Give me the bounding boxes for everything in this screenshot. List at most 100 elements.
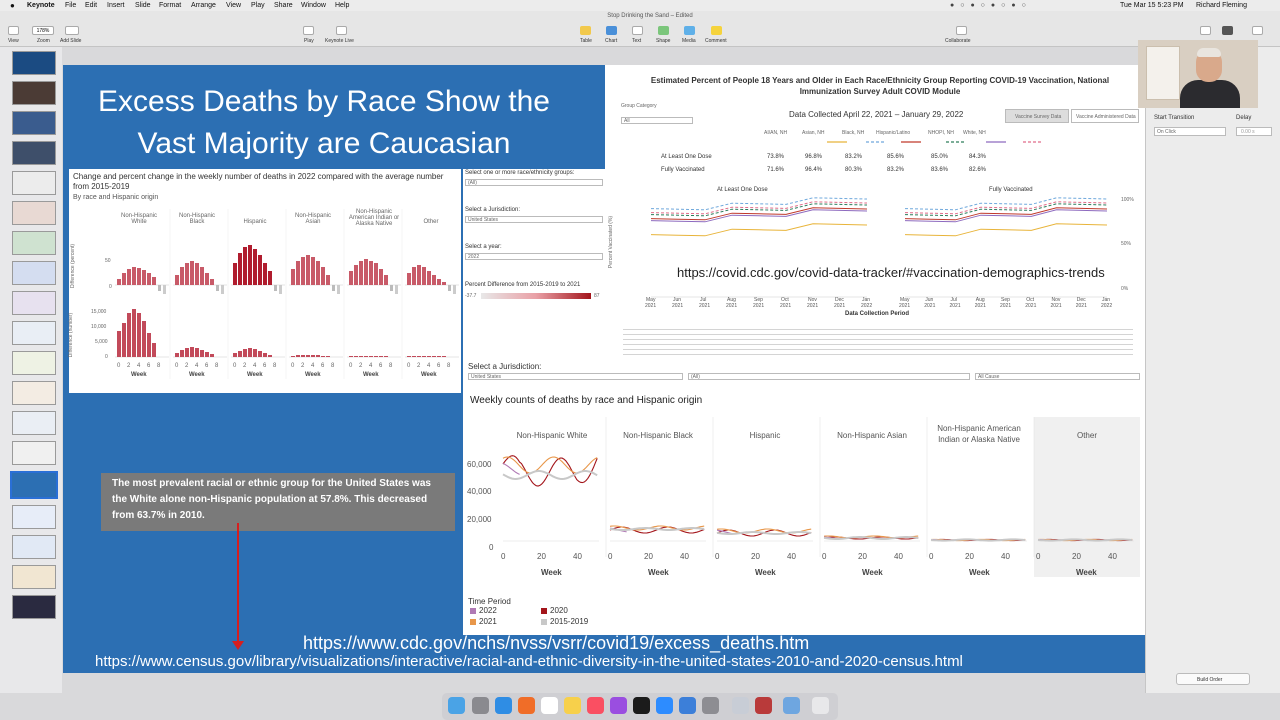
music-icon[interactable] [587, 697, 604, 714]
slide-thumbnail[interactable] [12, 321, 56, 345]
vaccination-line [904, 201, 1108, 215]
photo-booth-icon[interactable] [755, 697, 772, 714]
slide-thumbnail[interactable] [12, 505, 56, 529]
person-hair [1197, 48, 1221, 57]
race-select-2[interactable]: (All) [688, 373, 970, 380]
slide-thumbnail-selected[interactable] [10, 471, 58, 499]
menu-format[interactable]: Format [159, 2, 182, 9]
tv-icon[interactable] [633, 697, 650, 714]
chart-icon[interactable] [606, 26, 617, 35]
slide-thumbnail[interactable] [12, 201, 56, 225]
slide-thumbnail[interactable] [12, 171, 56, 195]
slide-thumbnail[interactable] [12, 565, 56, 589]
user-name[interactable]: Richard Fleming [1196, 2, 1247, 9]
slide-thumbnail[interactable] [12, 535, 56, 559]
slide-thumbnail[interactable] [12, 381, 56, 405]
shape-icon[interactable] [658, 26, 669, 35]
menu-share[interactable]: Share [274, 2, 293, 9]
vaccination-panel[interactable]: Estimated Percent of People 18 Years and… [605, 65, 1145, 385]
settings-icon[interactable] [702, 697, 719, 714]
preview-icon[interactable] [732, 697, 749, 714]
table-icon[interactable] [580, 26, 591, 35]
menu-arrange[interactable]: Arrange [191, 2, 216, 9]
launchpad-icon[interactable] [472, 697, 489, 714]
vaccine-survey-button[interactable]: Vaccine Survey Data [1005, 109, 1069, 123]
start-transition-select[interactable]: On Click [1154, 127, 1226, 136]
downloads-icon[interactable] [783, 697, 800, 714]
safari-icon[interactable] [495, 697, 512, 714]
excess-bar [364, 259, 368, 285]
slide-title[interactable]: Excess Deaths by Race Show the Vast Majo… [98, 85, 550, 160]
slide-thumbnail[interactable] [12, 411, 56, 435]
race-filter-select[interactable]: (All) [465, 179, 603, 186]
notes-icon[interactable] [564, 697, 581, 714]
excess-deaths-chart[interactable]: Change and percent change in the weekly … [68, 169, 461, 393]
excess-bar [291, 356, 295, 357]
slide-thumbnail[interactable] [12, 81, 56, 105]
animate-icon[interactable] [1222, 26, 1233, 35]
document-icon[interactable] [1252, 26, 1263, 35]
excess-bar [127, 269, 131, 285]
menu-help[interactable]: Help [335, 2, 350, 9]
keynote-live-icon[interactable] [336, 26, 347, 35]
format-icon[interactable] [1200, 26, 1211, 35]
play-icon[interactable] [303, 26, 314, 35]
slide-thumbnail[interactable] [12, 141, 56, 165]
firefox-icon[interactable] [518, 697, 535, 714]
menu-app[interactable]: Keynote [27, 2, 55, 9]
vaccination-url[interactable]: https://covid.cdc.gov/covid-data-tracker… [677, 265, 1105, 280]
slide-canvas[interactable]: Excess Deaths by Race Show the Vast Majo… [63, 65, 1145, 673]
excess-bar [175, 353, 179, 357]
apple-icon[interactable]: ● [10, 1, 15, 10]
menu-play[interactable]: Play [251, 2, 265, 9]
zoom-select[interactable]: 178% [32, 26, 54, 35]
excess-bar [326, 356, 330, 357]
census-note[interactable]: The most prevalent racial or ethnic grou… [101, 473, 455, 531]
podcasts-icon[interactable] [610, 697, 627, 714]
slide-thumbnail[interactable] [12, 261, 56, 285]
slide-thumbnail[interactable] [12, 595, 56, 619]
slide-thumbnail[interactable] [12, 441, 56, 465]
add-slide-icon[interactable] [65, 26, 79, 35]
collaborate-icon[interactable] [956, 26, 967, 35]
finder-icon[interactable] [448, 697, 465, 714]
slide-thumbnail[interactable] [12, 231, 56, 255]
weekly-counts-panel[interactable]: Select a Jurisdiction: United States (Al… [463, 357, 1145, 635]
calendar-icon[interactable] [541, 697, 558, 714]
jurisdiction-select-2[interactable]: United States [468, 373, 683, 380]
xlabel: Week [305, 372, 321, 378]
view-icon[interactable] [8, 26, 19, 35]
menu-slide[interactable]: Slide [135, 2, 151, 9]
menu-window[interactable]: Window [301, 2, 326, 9]
slide-thumbnail[interactable] [12, 291, 56, 315]
census-url[interactable]: https://www.census.gov/library/visualiza… [95, 653, 963, 670]
trash-icon[interactable] [812, 697, 829, 714]
comment-icon[interactable] [711, 26, 722, 35]
zoom-icon[interactable] [656, 697, 673, 714]
status-icons[interactable]: ●○●○●○●○ [950, 2, 1032, 9]
slide-thumbnail[interactable] [12, 351, 56, 375]
menu-file[interactable]: File [65, 2, 77, 9]
clock[interactable]: Tue Mar 15 5:23 PM [1120, 2, 1184, 9]
delay-field[interactable]: 0.00 s [1236, 127, 1272, 136]
jurisdiction-filter-select[interactable]: United States [465, 216, 603, 223]
slide-thumbnail[interactable] [12, 111, 56, 135]
dock [442, 693, 838, 720]
build-order-button[interactable]: Build Order [1176, 673, 1250, 685]
text-icon[interactable] [632, 26, 643, 35]
group-category-select[interactable]: All [621, 117, 693, 124]
media-icon[interactable] [684, 26, 695, 35]
vaccine-administered-button[interactable]: Vaccine Administered Data [1071, 109, 1139, 123]
cdc-url[interactable]: https://www.cdc.gov/nchs/nvss/vsrr/covid… [303, 633, 810, 653]
slide-thumbnail[interactable] [12, 51, 56, 75]
menu-insert[interactable]: Insert [107, 2, 125, 9]
menu-edit[interactable]: Edit [85, 2, 98, 9]
red-arrow-line[interactable] [237, 523, 239, 643]
weekly-chart-title: Weekly counts of deaths by race and Hisp… [470, 395, 703, 406]
year-filter-select[interactable]: 2022 [465, 253, 603, 260]
menu-view[interactable]: View [226, 2, 242, 9]
cause-select[interactable]: All Cause [975, 373, 1140, 380]
excess-bar [296, 355, 300, 357]
xtick: 20 [644, 552, 653, 561]
keynote-icon[interactable] [679, 697, 696, 714]
